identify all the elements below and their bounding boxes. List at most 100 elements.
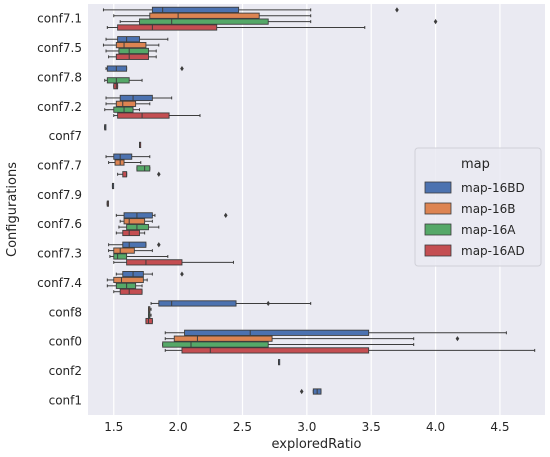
box-map-16AD-conf8 [145, 317, 153, 325]
box-map-16BD-conf7.3 [108, 241, 161, 248]
y-tick-label: conf7.6 [37, 217, 82, 231]
box-map-16AD-conf7.5 [108, 53, 157, 60]
y-tick-label: conf7.1 [37, 12, 82, 26]
box-map-16AD-conf7.4 [113, 288, 143, 295]
y-tick-label: conf7.2 [37, 100, 82, 114]
box-map-16B-conf0 [164, 335, 460, 342]
box-iqr [115, 53, 149, 60]
box-map-16A-conf8 [148, 312, 152, 319]
y-tick-label: conf7.8 [37, 70, 82, 84]
x-tick-label: 3.5 [362, 420, 381, 434]
box-iqr [123, 212, 153, 219]
box-iqr [122, 241, 147, 248]
box-map-16BD-conf7.7 [105, 153, 151, 160]
outlier-point [266, 300, 271, 307]
box-iqr [118, 47, 149, 55]
box-iqr [184, 329, 370, 336]
box-map-16A-conf7.4 [106, 282, 143, 289]
box-iqr [113, 153, 133, 160]
box-iqr [113, 83, 119, 90]
box-map-16BD-conf8 [150, 300, 312, 307]
box-iqr [123, 218, 146, 225]
legend-swatch [424, 181, 452, 194]
box-map-16A-conf7.7 [136, 165, 151, 172]
outlier-point [223, 212, 228, 218]
box-map-16A-conf7.2 [104, 106, 140, 113]
box-iqr [115, 100, 137, 107]
box-iqr [117, 24, 218, 31]
box-map-16BD-conf7.4 [115, 271, 184, 278]
outlier-point [299, 388, 304, 395]
outlier-point [156, 171, 161, 177]
y-tick-label: conf7.7 [37, 158, 82, 172]
box-iqr [113, 106, 134, 113]
box-iqr [122, 171, 128, 178]
box-map-16AD-conf7.1 [106, 24, 366, 31]
outlier-point [180, 65, 184, 72]
box-map-16AD-conf0 [164, 347, 536, 354]
box-map-16A-conf7.3 [109, 253, 169, 260]
box-iqr [173, 335, 273, 342]
box-iqr [126, 224, 149, 231]
box-map-16AD-conf7.6 [115, 229, 146, 237]
y-axis-label: Configurations [5, 162, 20, 257]
box-iqr [117, 36, 140, 43]
box-iqr [113, 253, 128, 260]
box-map-16BD-conf7.8 [105, 65, 184, 72]
box-iqr [122, 229, 140, 237]
box-map-16BD-conf7.6 [115, 212, 228, 219]
box-iqr [151, 6, 240, 13]
x-tick-label: 4.0 [426, 420, 445, 434]
box-map-16AD-conf7.8 [113, 83, 119, 90]
box-map-16B-conf8 [148, 306, 152, 313]
box-map-16AD-conf7 [138, 141, 142, 148]
legend: map map-16BD map-16B map-16A map-16AD [414, 147, 542, 267]
box-iqr [113, 247, 135, 254]
box-map-16AD-conf7.9 [106, 200, 109, 207]
box-iqr [139, 18, 269, 25]
box-map-16B-conf7.7 [108, 159, 142, 166]
box-map-16AD-conf7.3 [113, 259, 234, 266]
box-map-16BD-conf1 [299, 388, 322, 395]
x-tick-label: 1.5 [104, 420, 123, 434]
outlier-point [455, 336, 460, 342]
box-map-16AD-conf7.7 [117, 171, 161, 178]
y-tick-label: conf7.4 [37, 276, 82, 290]
box-iqr [115, 42, 147, 49]
legend-swatch [424, 202, 452, 215]
y-tick-label: conf7.9 [37, 188, 82, 202]
box-map-16B-conf7.4 [106, 276, 148, 284]
box-map-16A-conf7.6 [118, 224, 160, 231]
y-tick-labels: conf7.1 conf7.5 conf7.8 conf7.2 conf7 conf7.7… [37, 12, 82, 408]
legend-frame [414, 147, 542, 267]
box-iqr [115, 282, 137, 289]
box-map-16A-conf7.8 [104, 77, 143, 84]
y-tick-label: conf0 [49, 335, 82, 349]
box-map-16B-conf7.2 [105, 100, 151, 107]
box-map-16BD-conf7 [104, 124, 107, 131]
box-map-16BD-conf0 [164, 329, 507, 336]
box-map-16BD-conf7.5 [105, 36, 169, 43]
legend-label: map-16BD [461, 181, 525, 195]
outlier-point [156, 242, 161, 248]
legend-entries: map-16BD map-16B map-16A map-16AD [424, 181, 525, 258]
legend-title: map [461, 157, 490, 172]
box-iqr [149, 12, 260, 19]
box-iqr [114, 159, 125, 166]
y-tick-label: conf7.3 [37, 247, 82, 261]
legend-label: map-16AD [461, 244, 525, 258]
box-iqr [162, 341, 269, 348]
x-tick-label: 3.0 [297, 420, 316, 434]
box-map-16B-conf7.6 [119, 218, 153, 225]
box-map-16B-conf7.1 [113, 12, 312, 19]
y-tick-label: conf7 [49, 129, 82, 143]
box-map-16BD-conf7.9 [111, 182, 115, 190]
legend-swatch [424, 223, 452, 236]
legend-swatch [424, 244, 452, 257]
outlier-point [433, 19, 438, 25]
x-tick-label: 4.5 [490, 420, 509, 434]
outlier-point [180, 271, 184, 277]
box-series [102, 6, 536, 395]
box-map-16BD-conf2 [278, 359, 281, 366]
box-iqr [119, 288, 143, 295]
